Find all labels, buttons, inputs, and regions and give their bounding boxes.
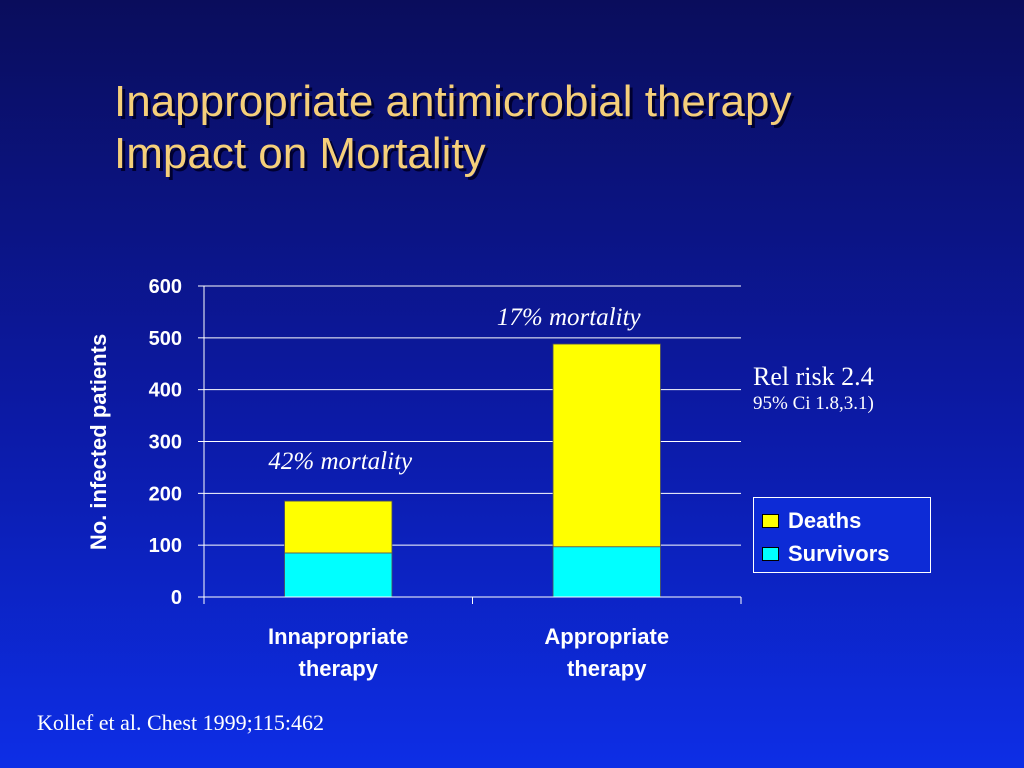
- y-tick-label: 0: [171, 587, 182, 609]
- y-tick-label: 400: [149, 380, 182, 402]
- y-tick-label: 600: [149, 276, 182, 298]
- mortality-annotation-1: 42% mortality: [268, 448, 413, 475]
- chart-legend: Deaths Survivors: [753, 497, 931, 573]
- title-line-1: Inappropriate antimicrobial therapy: [114, 77, 792, 126]
- slide-title: Inappropriate antimicrobial therapy Impa…: [114, 76, 994, 180]
- y-tick-label: 200: [149, 483, 182, 505]
- category-label-line: therapy: [567, 656, 647, 681]
- legend-label-survivors: Survivors: [788, 540, 890, 566]
- legend-swatch-deaths: [762, 513, 779, 528]
- relative-risk-note: Rel risk 2.4 95% Ci 1.8,3.1): [753, 362, 874, 416]
- legend-item-survivors: Survivors: [762, 537, 930, 570]
- category-label-1: Innapropriate therapy: [268, 624, 409, 681]
- legend-swatch-survivors: [762, 546, 779, 561]
- bar-deaths-2: [552, 343, 661, 548]
- mortality-annotation-2: 17% mortality: [497, 304, 642, 331]
- y-tick-label: 300: [149, 432, 182, 454]
- y-tick-label: 100: [149, 535, 182, 557]
- labels: 0 100 200 300 400 500 600 Innapropriate therapy 4…: [86, 276, 669, 681]
- category-label-line: Appropriate: [544, 624, 669, 649]
- confidence-interval: 95% Ci 1.8,3.1): [753, 393, 874, 414]
- category-label-2: Appropriate therapy: [544, 624, 669, 681]
- category-label-line: therapy: [299, 656, 379, 681]
- category-label-line: Innapropriate: [268, 624, 409, 649]
- y-axis-label: No. infected patients: [86, 334, 111, 550]
- title-line-2: Impact on Mortality: [114, 129, 486, 178]
- citation: Kollef et al. Chest 1999;115:462: [37, 710, 324, 735]
- legend-item-deaths: Deaths: [762, 504, 930, 537]
- relative-risk-value: Rel risk 2.4: [753, 362, 874, 391]
- axes: [198, 285, 742, 604]
- bar-deaths-1: [284, 500, 393, 554]
- bar-survivors-1: [284, 552, 393, 598]
- y-tick-label: 500: [149, 328, 182, 350]
- bars: [284, 343, 661, 598]
- bar-survivors-2: [552, 546, 661, 598]
- legend-label-deaths: Deaths: [788, 507, 862, 533]
